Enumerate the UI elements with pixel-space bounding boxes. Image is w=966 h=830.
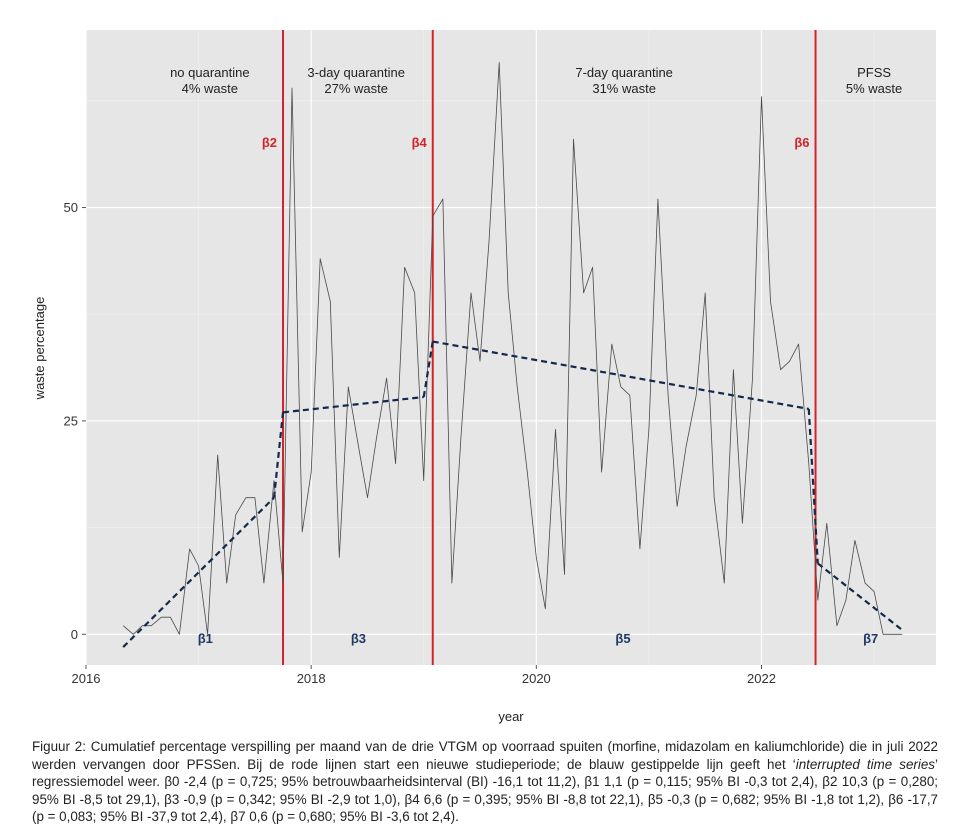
x-axis-title: year	[498, 709, 524, 724]
x-tick-label: 2018	[297, 671, 326, 686]
beta-label-blue: β5	[615, 631, 630, 646]
beta-label-blue: β1	[198, 631, 213, 646]
axes: 2016 2018 2020 2022 0 25 50	[64, 200, 776, 686]
beta-label-red: β4	[412, 135, 428, 150]
period-label-name: PFSS	[857, 65, 891, 80]
series-lines	[122, 62, 903, 648]
x-tick-label: 2016	[72, 671, 101, 686]
beta-label-red: β2	[262, 135, 277, 150]
fitted-segment	[272, 412, 285, 498]
period-label-name: 7-day quarantine	[575, 65, 673, 80]
y-tick-label: 25	[64, 413, 78, 428]
x-tick-label: 2022	[747, 671, 776, 686]
figure-caption: Figuur 2: Cumulatief percentage verspill…	[32, 738, 938, 826]
beta-label-blue: β7	[863, 631, 878, 646]
fitted-segment	[122, 496, 275, 648]
beta-label-blue: β3	[351, 631, 366, 646]
y-axis-title: waste percentage	[32, 297, 47, 401]
y-tick-label: 0	[71, 627, 78, 642]
fitted-segment	[432, 340, 809, 411]
x-tick-label: 2020	[522, 671, 551, 686]
fitted-segment	[807, 408, 819, 564]
beta-label-red: β6	[794, 135, 809, 150]
caption-text-2: ’ regressiemodel weer. β0 -2,4 (p = 0,72…	[32, 756, 938, 825]
caption-italic: interrup­ted time series	[795, 756, 936, 772]
period-label-waste: 5% waste	[846, 81, 902, 96]
period-label-name: no quarantine	[170, 65, 250, 80]
observed-series-line	[122, 62, 903, 635]
caption-text-1: Figuur 2: Cumulatief percentage verspill…	[32, 739, 938, 772]
period-label-waste: 27% waste	[324, 81, 388, 96]
y-tick-label: 50	[64, 200, 78, 215]
plot-panel	[86, 30, 936, 665]
period-label-waste: 4% waste	[182, 81, 238, 96]
grid	[85, 30, 936, 665]
period-label-name: 3-day quarantine	[307, 65, 405, 80]
period-label-waste: 31% waste	[592, 81, 656, 96]
fitted-segment	[282, 395, 424, 414]
fitted-segment	[817, 562, 903, 631]
